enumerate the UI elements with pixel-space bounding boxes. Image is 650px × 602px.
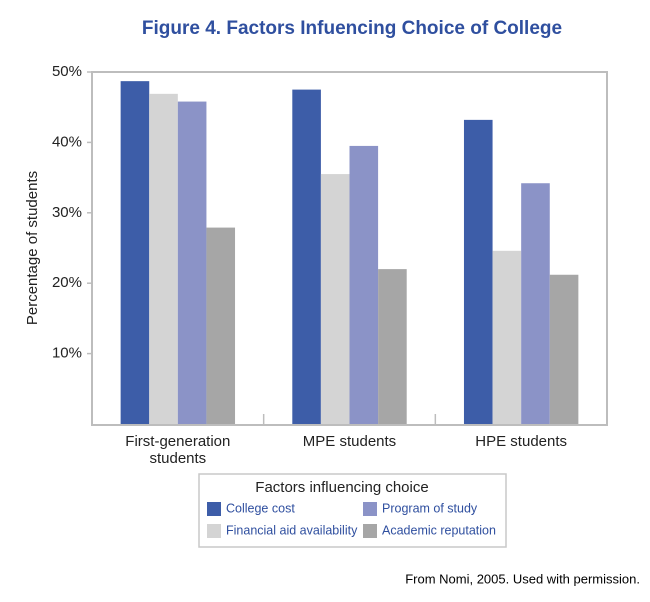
chart-title: Figure 4. Factors Infuencing Choice of C… [142,18,562,39]
y-tick-label: 10% [52,345,82,362]
bar [177,101,207,425]
y-tick-label: 30% [52,204,82,221]
bar [292,89,321,424]
legend-label: Program of study [382,501,478,515]
bar [492,250,522,424]
x-tick-label: First-generation students [125,433,231,467]
legend-swatch [207,502,221,516]
bar [463,119,493,424]
bar [549,274,579,424]
legend-label: Financial aid availability [226,523,358,537]
bar [149,93,178,424]
legend-swatch [363,524,377,538]
legend-title: Factors influencing choice [255,479,428,496]
plot-frame [91,71,608,426]
y-tick-label: 50% [52,63,82,80]
source-note: From Nomi, 2005. Used with permission. [405,571,640,586]
legend-label: Academic reputation [382,523,496,537]
y-tick-label: 20% [52,274,82,291]
x-tick-label: MPE students [302,433,397,450]
bar [120,81,150,424]
bar [378,269,407,424]
legend-box [198,473,507,548]
legend-swatch [363,502,377,516]
bar [320,174,350,424]
legend-label: College cost [226,501,295,515]
bar [206,227,236,424]
y-tick-label: 40% [52,133,82,150]
y-axis-label: Percentage of students [24,171,41,325]
legend-swatch [207,524,221,538]
bar [349,145,379,425]
x-tick-label: HPE students [475,433,568,450]
bar [521,183,550,424]
